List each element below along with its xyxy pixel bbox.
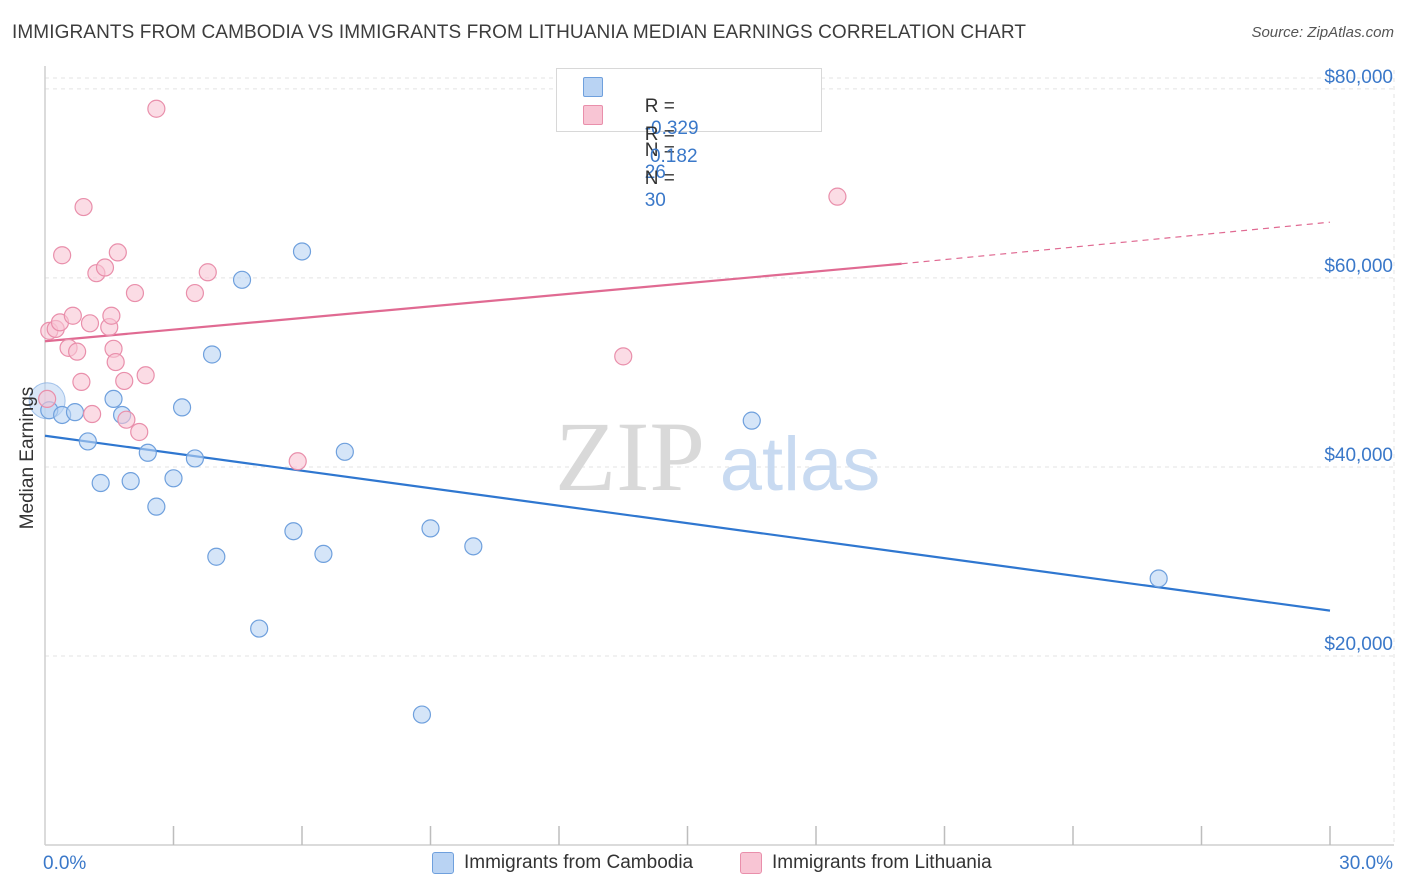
data-point-cambodia (138, 443, 157, 462)
data-point-cambodia (250, 619, 269, 638)
data-point-cambodia (164, 469, 183, 488)
data-point-cambodia (65, 403, 85, 422)
data-point-lithuania (828, 187, 847, 206)
data-point-cambodia (464, 537, 483, 556)
data-point-lithuania (106, 352, 125, 372)
legend-r-value: 0.182 (644, 146, 698, 167)
trend-line-cambodia (44, 434, 1331, 612)
y-axis-label: Median Earnings (17, 387, 38, 530)
data-point-lithuania (614, 347, 633, 366)
data-point-lithuania (72, 372, 91, 391)
data-point-lithuania (198, 263, 217, 282)
watermark-zip: ZIP (555, 401, 705, 512)
data-point-lithuania (102, 306, 121, 325)
data-point-lithuania (53, 246, 72, 265)
series-swatch-lithuania (740, 852, 762, 874)
data-point-cambodia (172, 398, 192, 417)
data-point-cambodia (742, 411, 761, 430)
data-point-lithuania (108, 243, 127, 262)
data-point-lithuania (83, 404, 102, 424)
legend-n-value: 26 (644, 162, 666, 183)
legend-r-value: -0.329 (644, 118, 699, 139)
y-tick-label: $60,000 (1324, 256, 1393, 277)
data-point-lithuania (125, 283, 145, 303)
data-point-cambodia (104, 389, 123, 409)
data-point-cambodia (232, 270, 252, 289)
data-point-cambodia (207, 547, 226, 566)
series-legend: Immigrants from Cambodia Immigrants from… (0, 852, 1406, 878)
legend-swatch-cambodia (583, 77, 603, 97)
data-point-lithuania (80, 314, 100, 333)
y-tick-label: $80,000 (1324, 67, 1393, 88)
trend-line-lithuania-extension (901, 221, 1331, 265)
series-swatch-cambodia (432, 852, 454, 874)
trend-line-lithuania (44, 262, 902, 343)
data-point-lithuania (74, 197, 93, 217)
tick-labels: $20,000 $40,000 $60,000 $80,000 0.0% 30.0% (43, 67, 1393, 874)
axes (44, 66, 1394, 846)
data-point-cambodia (202, 345, 222, 364)
y-tick-label: $20,000 (1324, 634, 1393, 655)
legend-n-value: 30 (644, 190, 666, 211)
y-tick-label: $40,000 (1324, 445, 1393, 466)
x-tick-label: 0.0% (43, 853, 86, 874)
data-point-cambodia (284, 522, 303, 541)
chart-title: IMMIGRANTS FROM CAMBODIA VS IMMIGRANTS F… (12, 22, 1027, 43)
data-point-cambodia (91, 473, 110, 493)
series-legend-label: Immigrants from Lithuania (772, 852, 992, 873)
watermark: ZIP atlas (555, 401, 880, 512)
legend-r-label: R = (644, 124, 675, 145)
data-point-cambodia (78, 432, 97, 451)
data-point-lithuania (185, 283, 205, 303)
data-point-cambodia (421, 519, 440, 538)
legend-r-label: R = (644, 96, 675, 117)
trend-lines (44, 221, 1331, 612)
data-point-cambodia (292, 242, 312, 261)
series-legend-lithuania[interactable]: Immigrants from Lithuania (740, 852, 992, 874)
data-point-lithuania (288, 452, 307, 471)
watermark-atlas: atlas (720, 422, 881, 507)
legend-n-label: N = (644, 140, 675, 161)
series-legend-label: Immigrants from Cambodia (464, 852, 694, 873)
data-point-cambodia (335, 442, 354, 461)
data-point-lithuania (117, 410, 136, 429)
data-point-lithuania (68, 342, 87, 361)
legend-swatch-lithuania (583, 105, 603, 125)
data-point-cambodia (412, 705, 432, 724)
correlation-legend: R = -0.329 N = 26 R = 0.182 N = 30 (556, 68, 822, 211)
data-point-lithuania (147, 99, 166, 118)
x-tick-label: 30.0% (1339, 853, 1393, 874)
data-point-lithuania (38, 389, 57, 409)
data-point-cambodia (121, 472, 140, 491)
series-legend-cambodia[interactable]: Immigrants from Cambodia (432, 852, 693, 874)
data-point-cambodia (1149, 569, 1168, 588)
data-points (28, 99, 1168, 724)
data-point-cambodia (185, 449, 205, 468)
legend-n-label: N = (644, 168, 675, 189)
data-point-lithuania (63, 306, 82, 325)
data-point-lithuania (136, 366, 155, 385)
chart-source: Source: ZipAtlas.com (1251, 24, 1394, 41)
data-point-cambodia (314, 544, 333, 564)
data-point-cambodia (147, 497, 166, 516)
data-point-lithuania (115, 371, 134, 391)
data-point-lithuania (95, 258, 115, 277)
data-point-lithuania (130, 422, 149, 442)
